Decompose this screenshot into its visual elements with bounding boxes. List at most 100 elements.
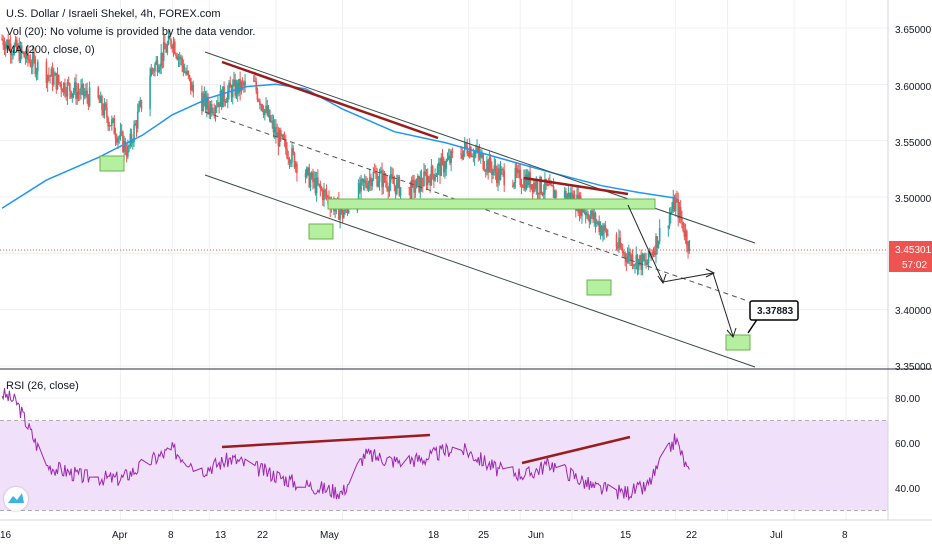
candle-down [69, 83, 71, 92]
arrow-head [657, 273, 667, 285]
candle-down [113, 118, 116, 135]
candle-up [271, 120, 274, 122]
candle-down [122, 132, 124, 152]
candle-down [140, 100, 143, 109]
candle-up [155, 60, 158, 65]
candle-down [408, 187, 410, 189]
candle-down [518, 169, 520, 171]
candle-up [658, 228, 661, 242]
candle-down [130, 133, 133, 143]
time-tick: Apr [112, 530, 128, 541]
candle-up [209, 104, 212, 114]
candle-up [19, 45, 22, 61]
candle-down [106, 107, 108, 118]
candle-down [565, 190, 567, 200]
candle-down [373, 171, 376, 173]
candle-down [519, 169, 522, 185]
candle-down [185, 71, 187, 74]
candle-down [48, 75, 50, 77]
candle-up [688, 240, 691, 252]
candle-down [478, 152, 481, 158]
candle-down [189, 77, 192, 91]
arrow-head [705, 268, 716, 278]
candle-down [170, 39, 172, 47]
candle-up [227, 91, 229, 102]
candle-up [278, 130, 281, 147]
candle-up [157, 69, 160, 72]
candle-down [60, 83, 63, 90]
candle-up [215, 106, 218, 108]
candle-up [632, 265, 635, 267]
candle-down [2, 39, 5, 46]
candle-down [152, 70, 155, 72]
candle-up [435, 174, 438, 177]
candle-down [636, 255, 639, 270]
candle-down [441, 157, 444, 159]
logo-shape-icon [8, 493, 24, 503]
candle-up [177, 56, 180, 60]
candle-down [23, 52, 26, 58]
rsi-series-line [1, 388, 690, 502]
candle-down [512, 185, 514, 187]
candle-up [347, 210, 350, 213]
candle-up [309, 178, 312, 188]
candle-up [597, 221, 599, 223]
candle-up [388, 182, 391, 192]
candle-up [513, 183, 515, 187]
candle-up [647, 248, 650, 263]
candle-down [256, 90, 259, 100]
candle-down [308, 167, 311, 188]
candle-up [159, 66, 161, 70]
candle-up [270, 120, 272, 122]
ma-line [1, 83, 676, 209]
candle-up [127, 146, 129, 157]
candle-down [394, 185, 397, 194]
candle-down [120, 131, 123, 133]
candle-up [88, 87, 91, 106]
candle-down [181, 57, 183, 66]
candle-up [463, 142, 466, 151]
candle-up [678, 206, 681, 219]
tradingview-logo-icon[interactable] [4, 487, 28, 511]
candle-up [108, 125, 111, 127]
candle-down [77, 91, 80, 94]
candle-up [103, 103, 106, 116]
candle-up [240, 82, 243, 92]
candle-down [45, 61, 48, 84]
candle-down [169, 35, 171, 40]
candle-up [672, 198, 675, 210]
candle-up [639, 255, 641, 260]
candle-up [570, 192, 572, 202]
candle-down [65, 93, 67, 97]
candle-up [66, 82, 69, 97]
candle-down [124, 141, 127, 153]
candle-down [651, 253, 654, 256]
candle-up [430, 166, 433, 186]
candle-up [238, 78, 240, 94]
candle-up [462, 150, 465, 159]
candle-up [635, 255, 638, 265]
candle-down [18, 45, 21, 61]
candle-up [674, 198, 677, 212]
candle-up [133, 125, 135, 143]
candle-up [267, 109, 270, 116]
candle-up [180, 57, 182, 59]
candle-down [431, 166, 434, 175]
candle-up [112, 118, 114, 120]
candle-up [544, 178, 546, 193]
candle-down [87, 97, 90, 106]
candle-down [304, 173, 307, 178]
candle-down [503, 170, 506, 186]
candle-up [53, 75, 55, 85]
candle-down [151, 68, 154, 71]
candle-up [423, 171, 425, 186]
candle-up [281, 134, 283, 136]
candle-up [586, 213, 588, 216]
candle-up [468, 147, 471, 157]
rsi-trend-line [221, 433, 431, 449]
candle-up [118, 137, 121, 139]
candle-down [467, 153, 470, 157]
candle-up [212, 112, 214, 114]
candle-down [236, 82, 239, 94]
